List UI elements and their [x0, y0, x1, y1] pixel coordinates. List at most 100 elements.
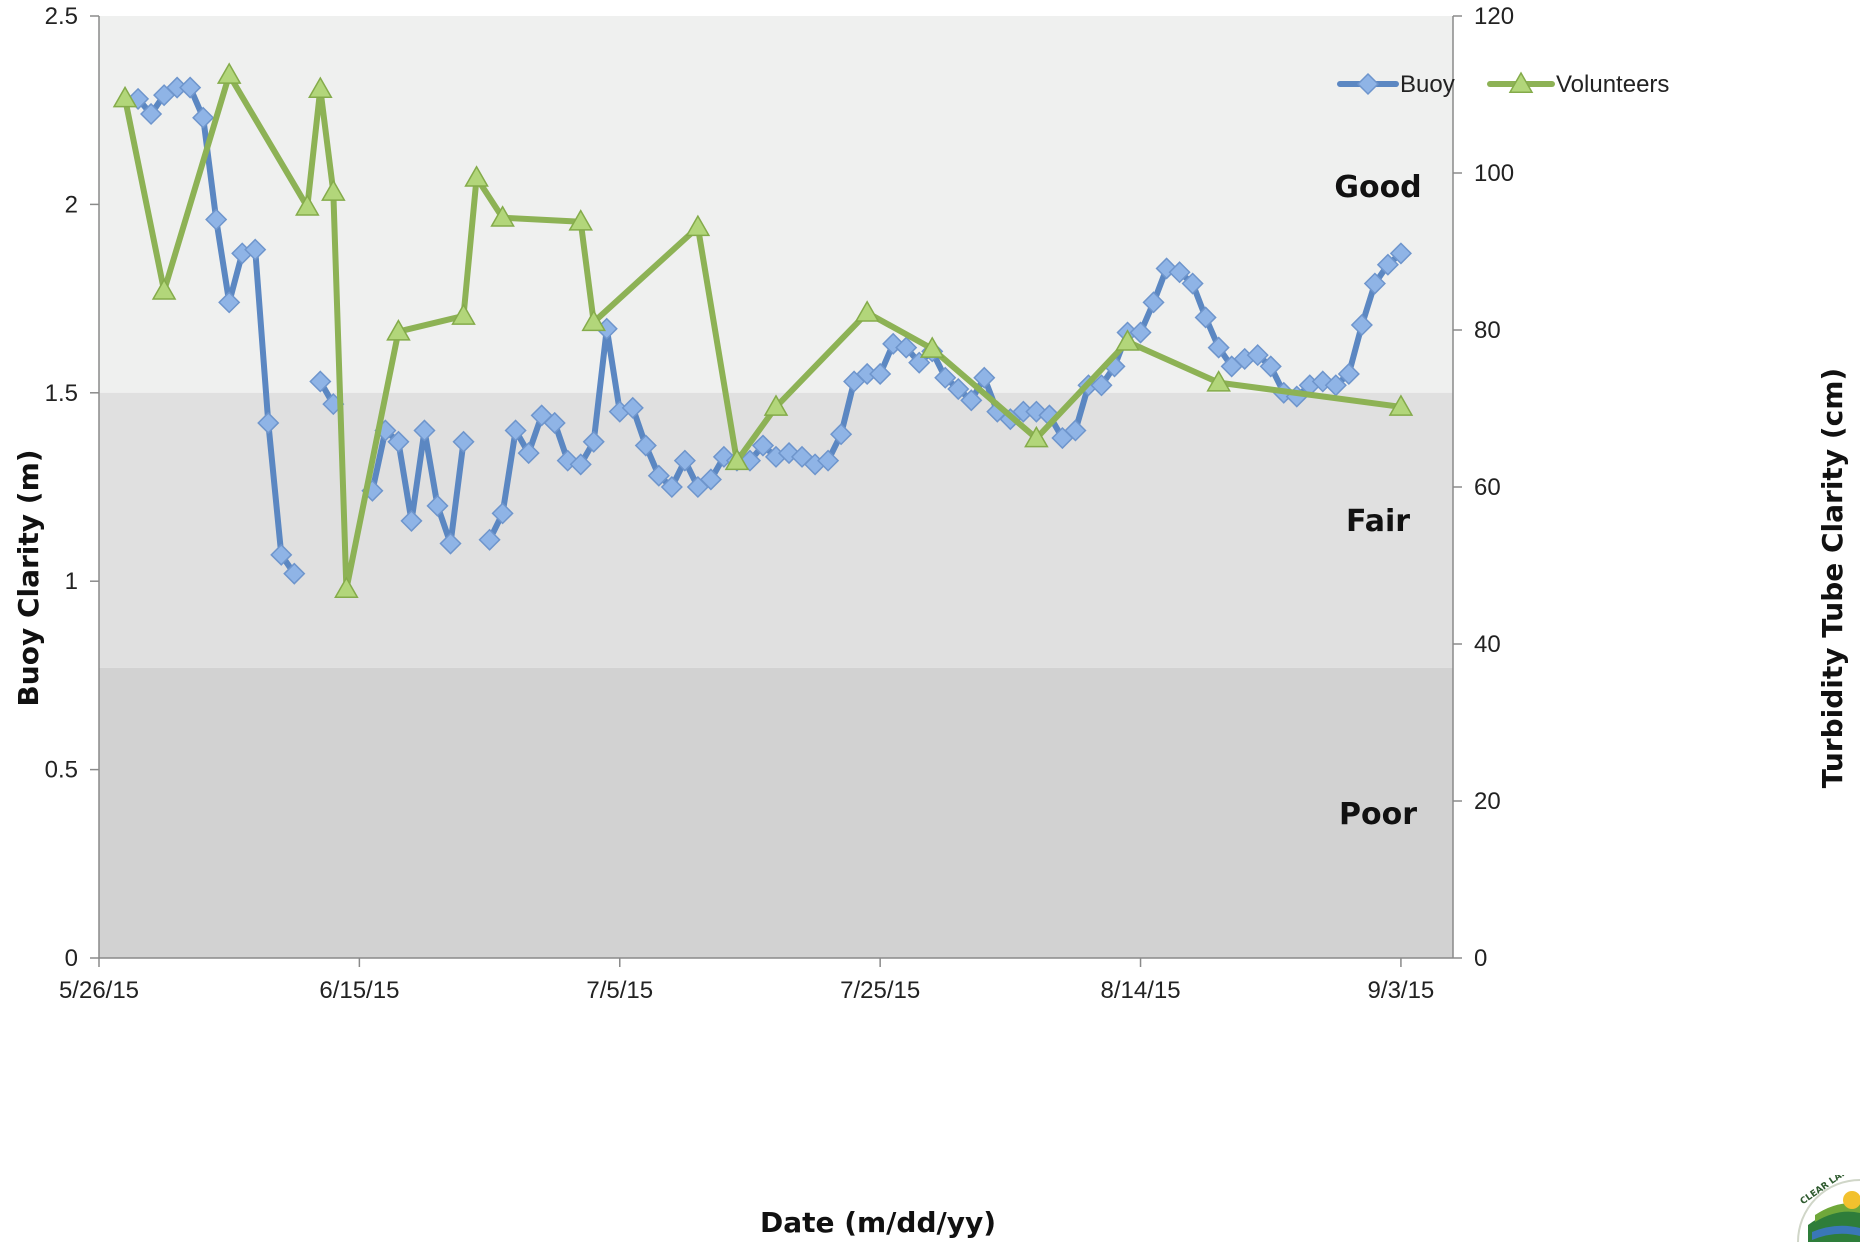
buoy-point: [218, 291, 241, 314]
buoy-point: [192, 106, 215, 129]
band-label-poor: Poor: [1339, 797, 1417, 832]
x-tick-label: 9/3/15: [1368, 977, 1435, 1004]
buoy-point: [960, 389, 983, 412]
buoy-point: [1376, 253, 1399, 276]
volunteers-point: [451, 303, 476, 325]
buoy-point: [582, 430, 605, 453]
buoy-point: [1363, 272, 1386, 295]
x-tick-label: 7/25/15: [840, 977, 920, 1004]
series-volunteers: [112, 62, 1414, 599]
volunteers-point: [1115, 329, 1140, 351]
band-label-fair: Fair: [1346, 504, 1410, 539]
volunteers-point: [568, 209, 594, 231]
buoy-point: [1155, 257, 1178, 280]
buoy-point: [543, 411, 566, 435]
buoy-point: [530, 404, 553, 427]
buoy-point: [1337, 362, 1360, 386]
volunteers-point: [581, 309, 607, 332]
volunteers-point: [763, 394, 789, 416]
volunteers-point: [1024, 425, 1049, 448]
buoy-point: [387, 430, 410, 453]
volunteers-point: [490, 205, 515, 227]
buoy-point: [478, 528, 501, 551]
buoy-point: [205, 208, 228, 231]
buoy-point: [452, 430, 475, 453]
y-tick-label: 1.5: [45, 380, 78, 407]
buoy-point: [1356, 72, 1380, 96]
axis-titles: Date (m/dd/yy) Buoy Clarity (m) Turbidit…: [12, 368, 1849, 1239]
buoy-point: [973, 366, 996, 389]
buoy-point: [947, 377, 970, 401]
volunteers-point: [919, 336, 945, 358]
volunteers-point: [1508, 71, 1534, 93]
y2-tick-label: 40: [1474, 631, 1501, 658]
band-good: [99, 16, 1453, 393]
buoy-point: [257, 411, 280, 435]
buoy-point: [817, 449, 840, 472]
buoy-point: [895, 336, 918, 359]
buoy-point: [569, 453, 592, 476]
buoy-point: [309, 370, 332, 393]
buoy-point: [140, 102, 163, 126]
buoy-point: [1194, 306, 1217, 329]
buoy-point: [1142, 291, 1165, 314]
buoy-point: [270, 543, 293, 566]
buoy-point: [660, 475, 683, 499]
buoy-point: [634, 434, 657, 457]
legend-item-volunteers: Volunteers: [1487, 71, 1669, 98]
buoy-point: [400, 509, 423, 532]
buoy-point: [830, 423, 853, 446]
band-poor: [99, 667, 1453, 958]
x-tick-label: 8/14/15: [1100, 977, 1180, 1004]
buoy-point: [244, 238, 267, 261]
legend-item-buoy: Buoy: [1337, 71, 1455, 98]
volunteers-point: [216, 62, 242, 84]
buoy-point: [869, 362, 892, 386]
buoy-point: [1311, 370, 1334, 393]
legend-label: Buoy: [1400, 71, 1455, 98]
buoy-point: [1389, 242, 1412, 265]
volunteers-point: [151, 278, 177, 300]
y2-tick-label: 0: [1474, 945, 1487, 972]
y2-tick-label: 80: [1474, 317, 1501, 344]
buoy-point: [699, 468, 722, 491]
buoy-point: [1350, 313, 1373, 337]
y-tick-label: 2.5: [45, 3, 78, 30]
volunteers-point: [308, 76, 333, 99]
buoy-point: [1207, 336, 1230, 359]
buoy-point: [283, 562, 306, 585]
buoy-point: [439, 532, 462, 555]
buoy-point: [1168, 261, 1191, 284]
y-axis-title: Buoy Clarity (m): [12, 449, 45, 706]
y2-axis-title: Turbidity Tube Clarity (cm): [1816, 368, 1849, 788]
x-axis-title: Date (m/dd/yy): [760, 1206, 996, 1239]
y-tick-label: 2: [65, 191, 78, 218]
y2-tick-label: 120: [1474, 3, 1514, 30]
buoy-point: [751, 434, 775, 457]
y-tick-label: 1: [65, 568, 78, 595]
buoy-point: [504, 419, 527, 442]
x-tick-label: 6/15/15: [319, 977, 399, 1004]
buoy-point: [179, 76, 202, 99]
volunteers-point: [321, 179, 346, 201]
volunteers-line: [122, 71, 1404, 592]
buoy-point: [673, 449, 696, 472]
x-tick-label: 7/5/15: [586, 977, 653, 1004]
x-tick-label: 5/26/15: [59, 977, 139, 1004]
legend: Buoy Volunteers: [1337, 71, 1669, 98]
axes: 0 0.5 1 1.5 2 2.5 0 20 40 60 80 100 120 5/26/15 6/15/1…: [45, 3, 1514, 1004]
y-tick-label: 0.5: [45, 757, 78, 784]
series-layer: [112, 62, 1414, 599]
buoy-point: [491, 502, 514, 525]
y2-tick-label: 60: [1474, 474, 1501, 501]
buoy-point: [413, 419, 436, 442]
buoy-point: [1246, 344, 1269, 367]
volunteers-point: [1388, 394, 1414, 416]
volunteers-point: [334, 576, 359, 599]
quality-bands: [99, 16, 1453, 958]
buoy-point: [517, 442, 540, 465]
volunteers-point: [464, 165, 489, 187]
y-tick-label: 0: [65, 945, 78, 972]
buoy-point: [426, 494, 449, 517]
volunteers-point: [112, 85, 138, 108]
